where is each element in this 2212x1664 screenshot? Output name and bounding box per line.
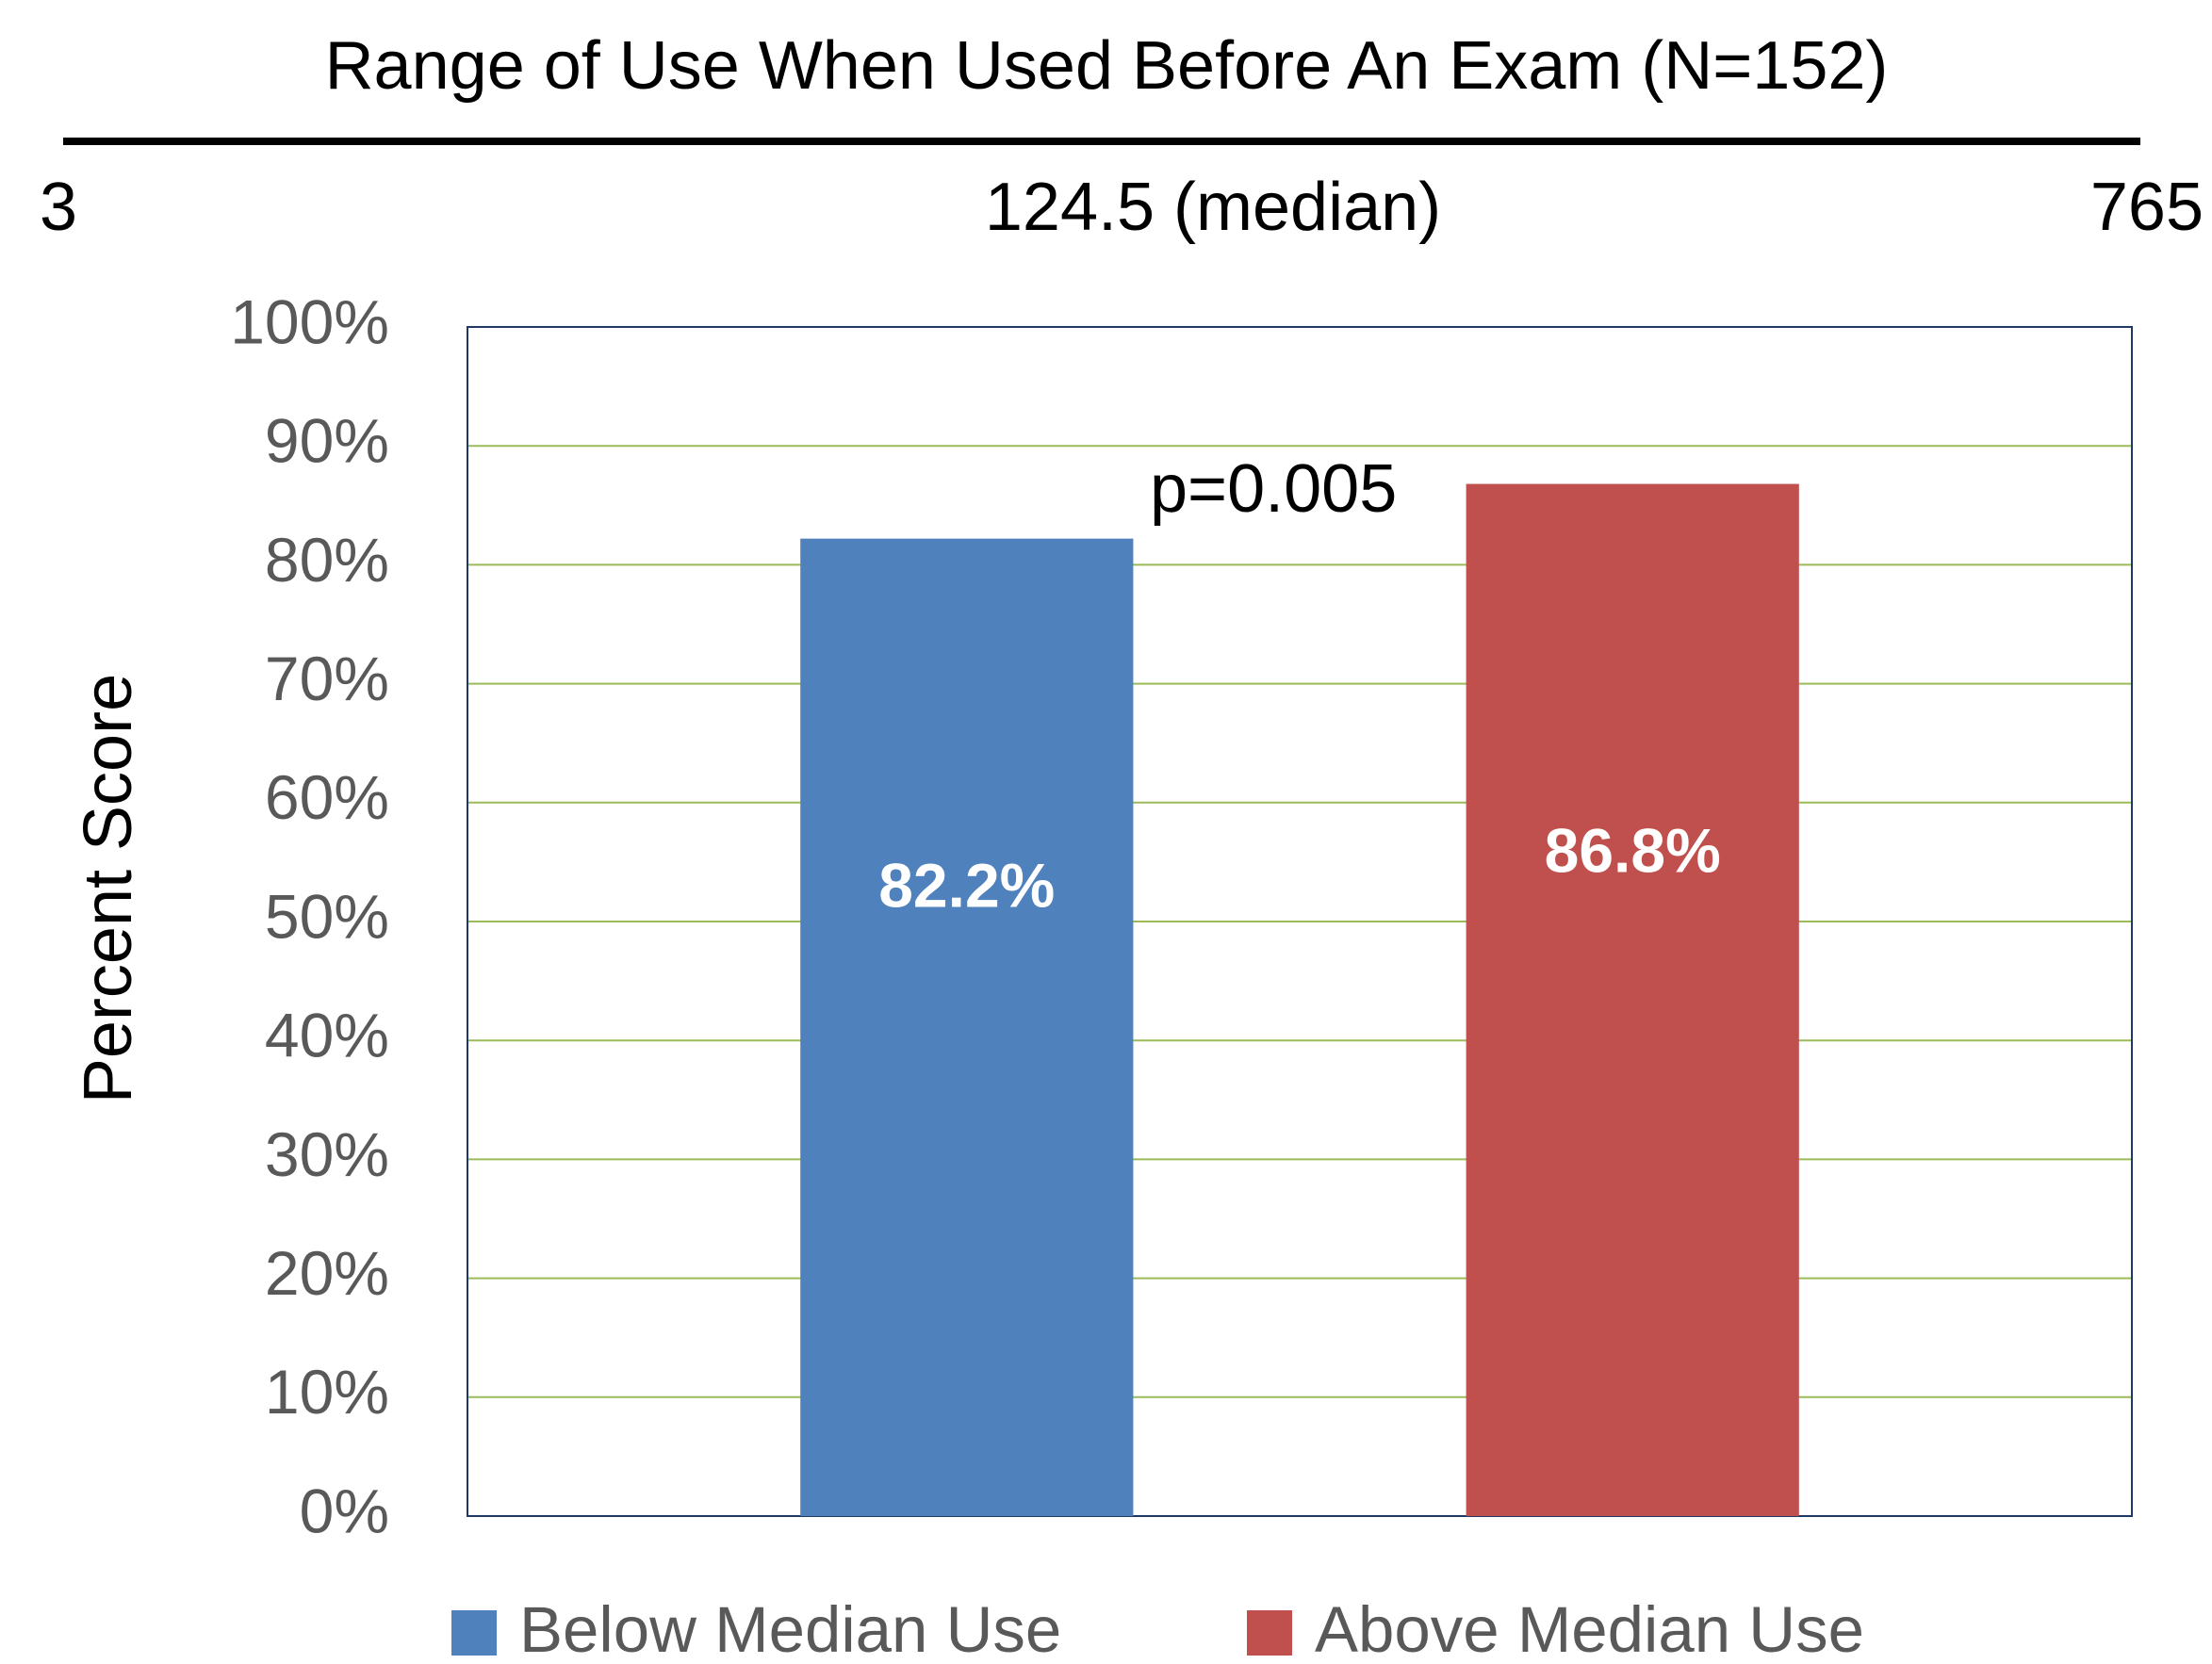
y-tick-label: 60% (265, 762, 389, 832)
y-axis-label: Percent Score (71, 674, 146, 1103)
y-tick-label: 90% (265, 406, 389, 476)
y-tick-label: 40% (265, 1001, 389, 1070)
bar (1466, 483, 1799, 1516)
y-tick-label: 50% (265, 881, 389, 951)
value-label: 82.2% (878, 851, 1055, 921)
y-tick-label: 30% (265, 1119, 389, 1189)
y-tick-label: 70% (265, 644, 389, 713)
annotation: p=0.005 (1150, 451, 1397, 527)
y-tick-label: 0% (300, 1476, 389, 1545)
plot-border (467, 326, 2133, 1517)
y-tick-label: 10% (265, 1357, 389, 1427)
legend-swatch (451, 1610, 497, 1656)
y-tick-label: 100% (230, 286, 389, 356)
legend-label: Above Median Use (1315, 1593, 1864, 1664)
bar (800, 538, 1134, 1516)
range-max: 765 (2090, 170, 2204, 245)
legend-label: Below Median Use (519, 1593, 1061, 1664)
range-median: 124.5 (median) (985, 170, 1441, 245)
y-tick-label: 20% (265, 1238, 389, 1308)
legend-swatch (1247, 1610, 1292, 1656)
range-min: 3 (40, 170, 77, 245)
y-tick-label: 80% (265, 525, 389, 595)
value-label: 86.8% (1545, 815, 1721, 885)
chart-title: Range of Use When Used Before An Exam (N… (325, 28, 1889, 104)
